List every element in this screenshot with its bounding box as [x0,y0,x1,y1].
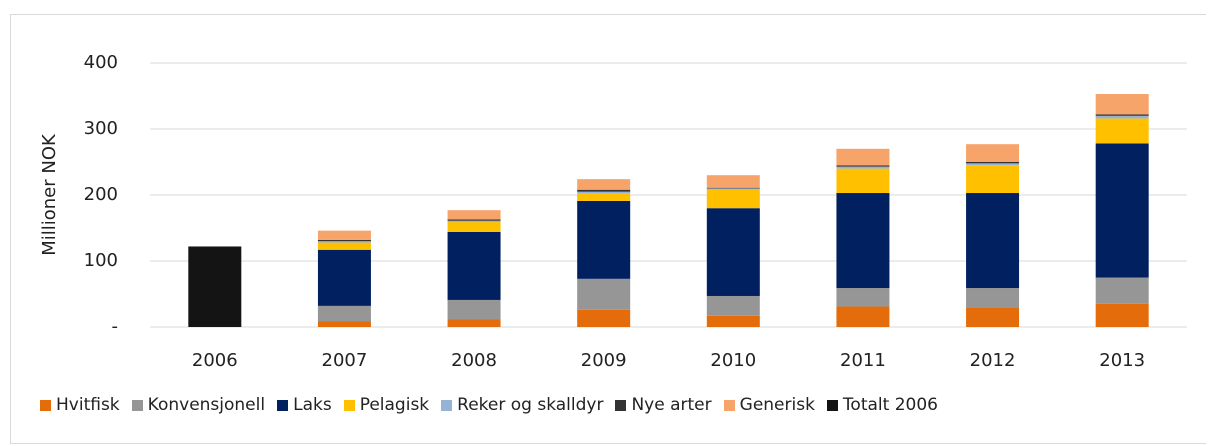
legend-item: Hvitfisk [40,395,120,415]
legend-swatch [723,399,735,411]
bar-segment [1095,114,1149,116]
bar-segment [447,210,501,220]
x-tick-label: 2009 [581,350,627,371]
bar-segment [836,148,890,166]
legend-label: Reker og skalldyr [457,395,604,415]
bar-segment [1095,303,1149,327]
legend: Hvitfisk Konvensjonell Laks Pelagisk Reker o… [40,395,938,415]
bar-segment [706,208,760,296]
bar-segment [447,319,501,327]
bar-segment [966,163,1020,166]
bar-segment [317,230,371,240]
bar-segment [706,295,760,316]
bar-segment [836,168,890,194]
chart-frame [10,14,1206,444]
bar-segment [1095,143,1149,278]
legend-item: Pelagisk [343,395,430,415]
legend-label: Generisk [739,395,815,415]
x-tick-label: 2008 [451,350,497,371]
bar-segment [317,239,371,242]
bar-segment [966,288,1020,308]
legend-item: Laks [277,395,332,415]
legend-label: Hvitfisk [56,395,120,415]
bar-segment [577,309,631,327]
x-tick-label: 2007 [322,350,368,371]
legend-swatch [343,399,355,411]
y-tick-label: - [112,316,119,337]
bar-segment [966,144,1020,162]
legend-label: Nye arter [631,395,712,415]
x-tick-label: 2012 [970,350,1016,371]
legend-swatch [131,399,143,411]
bar-segment [706,189,760,209]
bar-segment [836,193,890,289]
y-tick-label: 300 [84,118,118,139]
legend-label: Totalt 2006 [842,395,938,415]
bar-segment [1095,118,1149,144]
bar-segment [577,189,631,192]
bar-segment [577,278,631,310]
bar-segment [1095,277,1149,304]
bar-segment [577,200,631,279]
bar-segment [577,191,631,194]
legend-swatch [441,399,453,411]
legend-item: Reker og skalldyr [441,395,603,415]
legend-label: Pelagisk [359,395,430,415]
legend-swatch [615,399,627,411]
legend-label: Konvensjonell [147,395,266,415]
bar-segment [966,162,1020,164]
legend-swatch [826,399,838,411]
bar-segment [836,288,890,307]
bar-segment [317,242,371,250]
bar-segment [706,187,760,189]
bar-segment [447,222,501,232]
y-tick-label: 100 [84,250,118,271]
y-axis-label: Millioner NOK [39,133,60,256]
bar-segment [317,305,371,322]
bar-segment [317,249,371,306]
bar-segment [447,299,501,320]
legend-label: Laks [293,395,332,415]
bar-segment [966,193,1020,289]
legend-item: Generisk [723,395,815,415]
y-tick-label: 400 [84,52,118,73]
bar-segment [447,219,501,221]
y-tick-label: 200 [84,184,118,205]
bar-segment [706,175,760,188]
bar-segment [188,246,242,327]
legend-item: Konvensjonell [131,395,266,415]
bar-segment [966,307,1020,327]
bar-segment [577,179,631,190]
bar-segment [317,241,371,243]
bar-segment [447,231,501,300]
bar-segment [1095,94,1149,115]
legend-swatch [277,399,289,411]
bar-segment [706,188,760,190]
bar-segment [966,165,1020,194]
legend-item: Totalt 2006 [826,395,938,415]
bar-segment [577,193,631,201]
x-tick-label: 2010 [710,350,756,371]
x-tick-label: 2013 [1099,350,1145,371]
bar-segment [836,166,890,169]
bar-segment [836,165,890,167]
bar-segment [447,220,501,223]
bar-segment [1095,115,1149,119]
x-tick-label: 2006 [192,350,238,371]
legend-swatch [40,399,51,411]
bar-segment [836,306,890,327]
bar-segment [317,321,371,327]
bar-segment [706,315,760,327]
x-tick-label: 2011 [840,350,886,371]
legend-item: Nye arter [615,395,712,415]
